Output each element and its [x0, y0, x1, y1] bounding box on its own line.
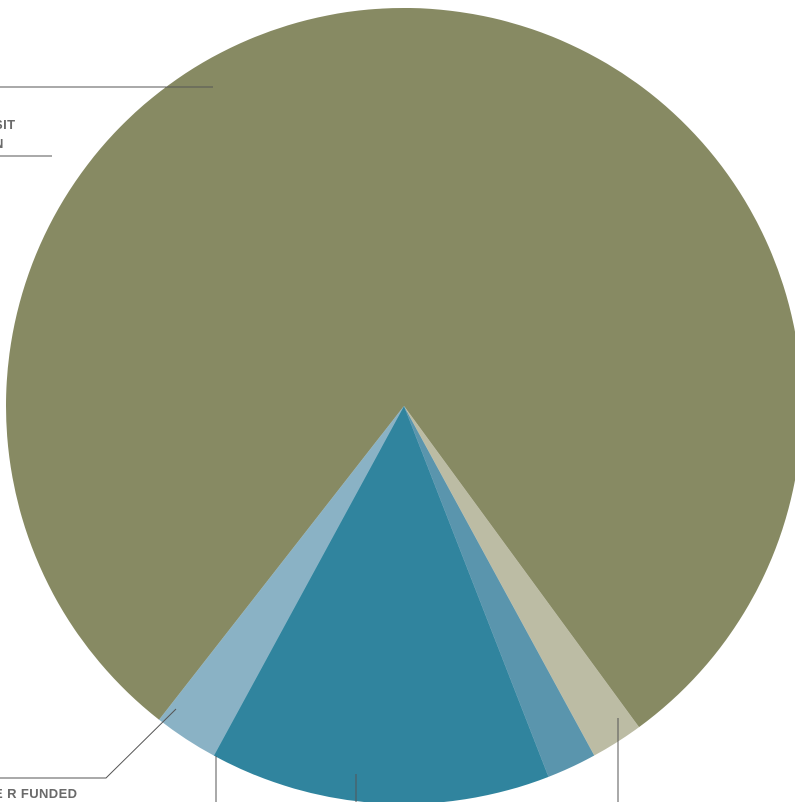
pie-slice-5 — [404, 406, 640, 756]
slice-labels: SIT N E R FUNDED — [0, 117, 77, 801]
pie-slices — [6, 8, 795, 805]
pie-slice-1 — [6, 8, 795, 728]
annotation-label-2: N — [0, 136, 4, 151]
pie-slice-4 — [404, 406, 595, 777]
pie-slice-2 — [159, 406, 404, 756]
leader-line-bottom-left — [0, 708, 177, 779]
leader-lines — [0, 86, 619, 802]
annotation-label-1: SIT — [0, 117, 15, 132]
annotation-label-3: E R FUNDED — [0, 786, 77, 801]
pie-slice-3 — [213, 406, 549, 805]
